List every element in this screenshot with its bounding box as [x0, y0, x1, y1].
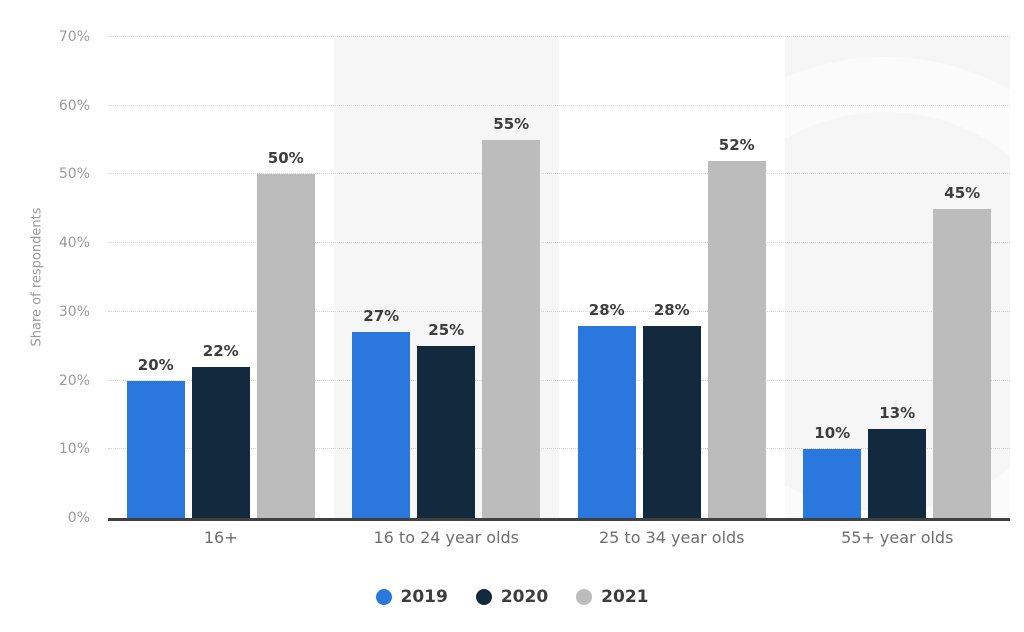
bar-value-label: 22% [202, 341, 239, 360]
y-axis-ticks: 0% 10% 20% 30% 40% 50% 60% 70% [0, 29, 90, 526]
bar-value-label: 10% [814, 424, 851, 443]
legend-item-2020[interactable]: 2020 [475, 587, 549, 607]
gridline [108, 173, 1010, 175]
bar-2021-16[interactable]: 50% [256, 149, 315, 518]
bar-value-label: 28% [588, 300, 625, 319]
legend-label: 2020 [500, 587, 549, 607]
legend-item-2021[interactable]: 2021 [576, 587, 648, 607]
gridline [108, 310, 1010, 312]
bar-group-55-year-olds: 10% 13% 45% [785, 37, 1011, 518]
bar-2021-55-year-olds[interactable]: 45% [933, 184, 992, 518]
y-tick-label: 30% [58, 303, 90, 320]
gridline [108, 379, 1010, 381]
x-axis-category-labels: 16+ 16 to 24 year olds 25 to 34 year olds 5… [108, 528, 1010, 547]
y-tick-label: 70% [58, 29, 90, 45]
bar-value-label: 50% [267, 149, 304, 168]
y-tick-label: 0% [67, 510, 90, 526]
legend-swatch-icon [576, 589, 593, 605]
y-tick-label: 20% [58, 372, 90, 389]
category-label-16: 16+ [203, 528, 238, 547]
x-axis-line [108, 518, 1010, 521]
bar-value-label: 45% [944, 183, 981, 202]
y-tick-label: 40% [58, 235, 90, 252]
plot-area: 20% 22% 50% 27% 25% 55% 28% 28% 52% 10% 13% 45% [108, 36, 1024, 567]
bar-2019-16[interactable]: 20% [126, 356, 185, 518]
bar-2019-25-to-34-year-olds[interactable]: 28% [577, 301, 636, 518]
bar-group-16-to-24-year-olds: 27% 25% 55% [334, 37, 560, 518]
bar-2020-16[interactable]: 22% [191, 342, 250, 518]
gridline [108, 242, 1010, 244]
bar-2021-16-to-24-year-olds[interactable]: 55% [482, 115, 541, 518]
gridline [108, 448, 1010, 450]
gridline [108, 104, 1010, 106]
bar-group-16: 20% 22% 50% [108, 37, 334, 518]
legend: 2019 2020 2021 [0, 587, 1024, 607]
bar-value-label: 52% [718, 135, 755, 154]
category-label-25-to-34-year-olds: 25 to 34 year olds [598, 528, 745, 547]
y-tick-label: 60% [58, 97, 90, 114]
bar-value-label: 55% [493, 115, 530, 134]
gridline [108, 36, 1010, 37]
bar-2020-25-to-34-year-olds[interactable]: 28% [642, 301, 701, 518]
legend-swatch-icon [375, 589, 392, 605]
y-tick-label: 10% [58, 441, 90, 458]
bar-2019-55-year-olds[interactable]: 10% [803, 424, 862, 518]
legend-swatch-icon [475, 589, 492, 605]
bar-2020-16-to-24-year-olds[interactable]: 25% [417, 321, 476, 518]
bar-2020-55-year-olds[interactable]: 13% [868, 404, 927, 518]
category-label-55-year-olds: 55+ year olds [841, 528, 954, 547]
y-tick-label: 50% [58, 166, 90, 183]
bar-group-25-to-34-year-olds: 28% 28% 52% [559, 37, 785, 518]
category-label-16-to-24-year-olds: 16 to 24 year olds [373, 528, 520, 547]
bar-value-label: 13% [879, 403, 916, 422]
bar-2019-16-to-24-year-olds[interactable]: 27% [352, 307, 411, 518]
legend-label: 2021 [601, 587, 649, 607]
bar-value-label: 25% [428, 321, 465, 340]
legend-label: 2019 [400, 587, 448, 607]
bar-value-label: 28% [653, 300, 690, 319]
bar-value-label: 20% [137, 355, 174, 374]
bar-2021-25-to-34-year-olds[interactable]: 52% [707, 136, 766, 518]
bar-value-label: 27% [363, 307, 400, 326]
legend-item-2019[interactable]: 2019 [375, 587, 448, 607]
